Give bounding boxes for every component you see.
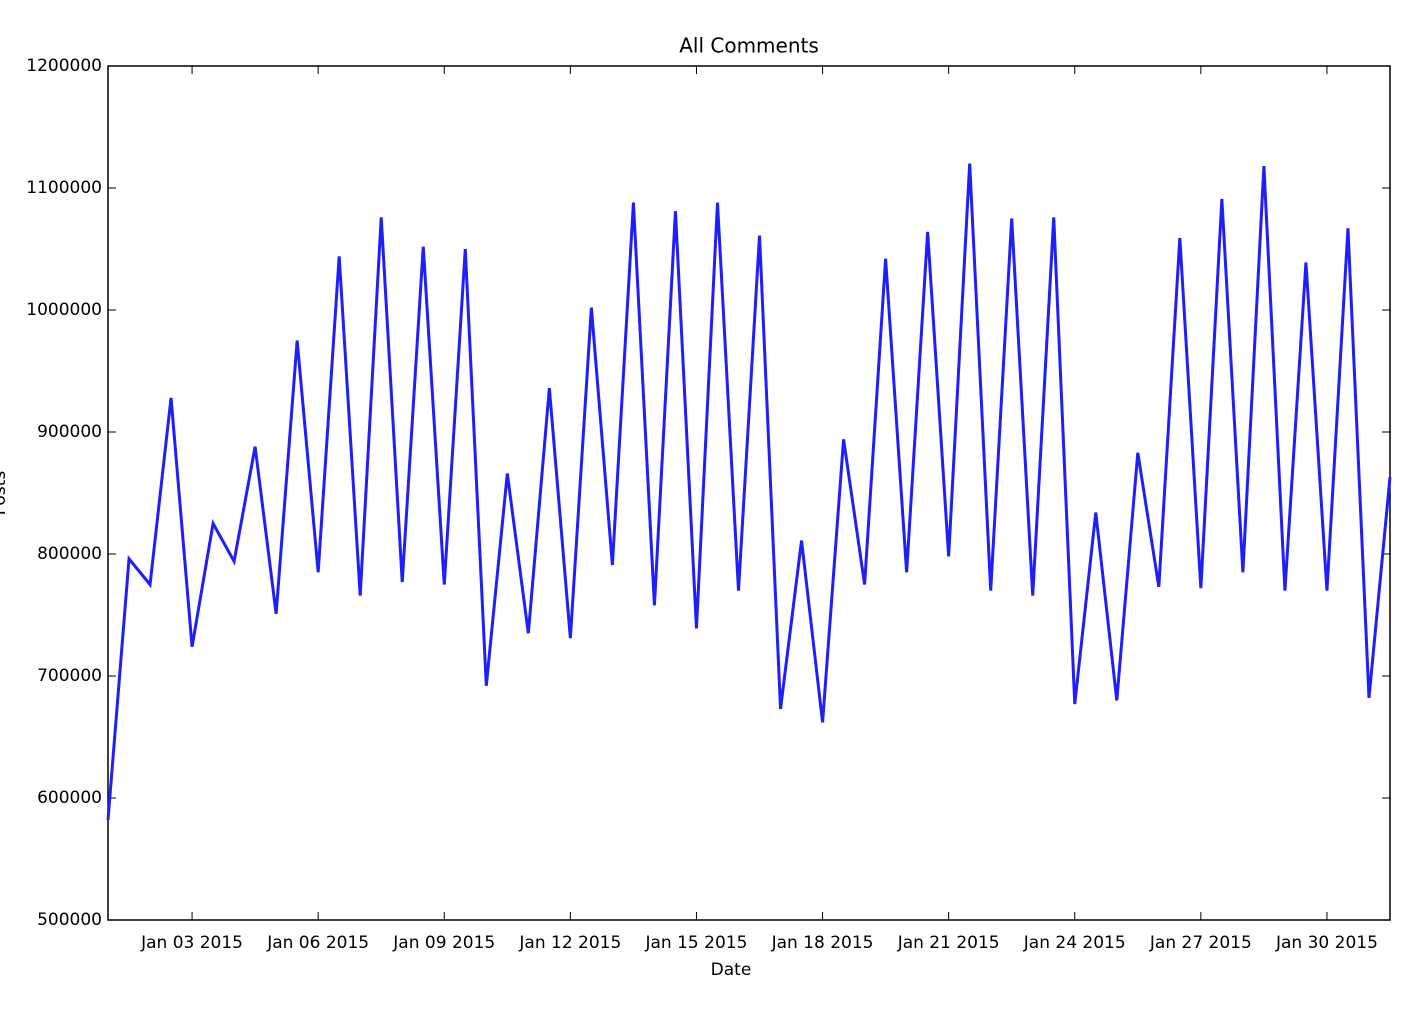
x-tick-label: Jan 24 2015 <box>1023 933 1126 953</box>
y-tick-label: 500000 <box>37 910 102 930</box>
x-tick-label: Jan 15 2015 <box>644 933 747 953</box>
x-tick-label: Jan 30 2015 <box>1275 933 1378 953</box>
y-tick-label: 1200000 <box>26 56 102 76</box>
y-tick-label: 700000 <box>37 666 102 686</box>
x-tick-label: Jan 09 2015 <box>392 933 495 953</box>
x-tick-label: Jan 18 2015 <box>771 933 874 953</box>
y-tick-label: 1100000 <box>26 178 102 198</box>
y-tick-label: 600000 <box>37 788 102 808</box>
y-tick-label: 800000 <box>37 544 102 564</box>
x-tick-label: Jan 21 2015 <box>897 933 1000 953</box>
x-axis-label: Date <box>711 960 752 980</box>
y-tick-label: 900000 <box>37 422 102 442</box>
x-tick-label: Jan 27 2015 <box>1149 933 1252 953</box>
y-axis-label: Posts <box>0 471 10 516</box>
x-tick-label: Jan 12 2015 <box>518 933 621 953</box>
y-tick-label: 1000000 <box>26 300 102 320</box>
plot-frame <box>107 65 1391 921</box>
chart-title: All Comments <box>679 34 819 58</box>
x-tick-label: Jan 06 2015 <box>266 933 369 953</box>
line-series <box>106 163 1392 821</box>
x-tick-label: Jan 03 2015 <box>140 933 243 953</box>
